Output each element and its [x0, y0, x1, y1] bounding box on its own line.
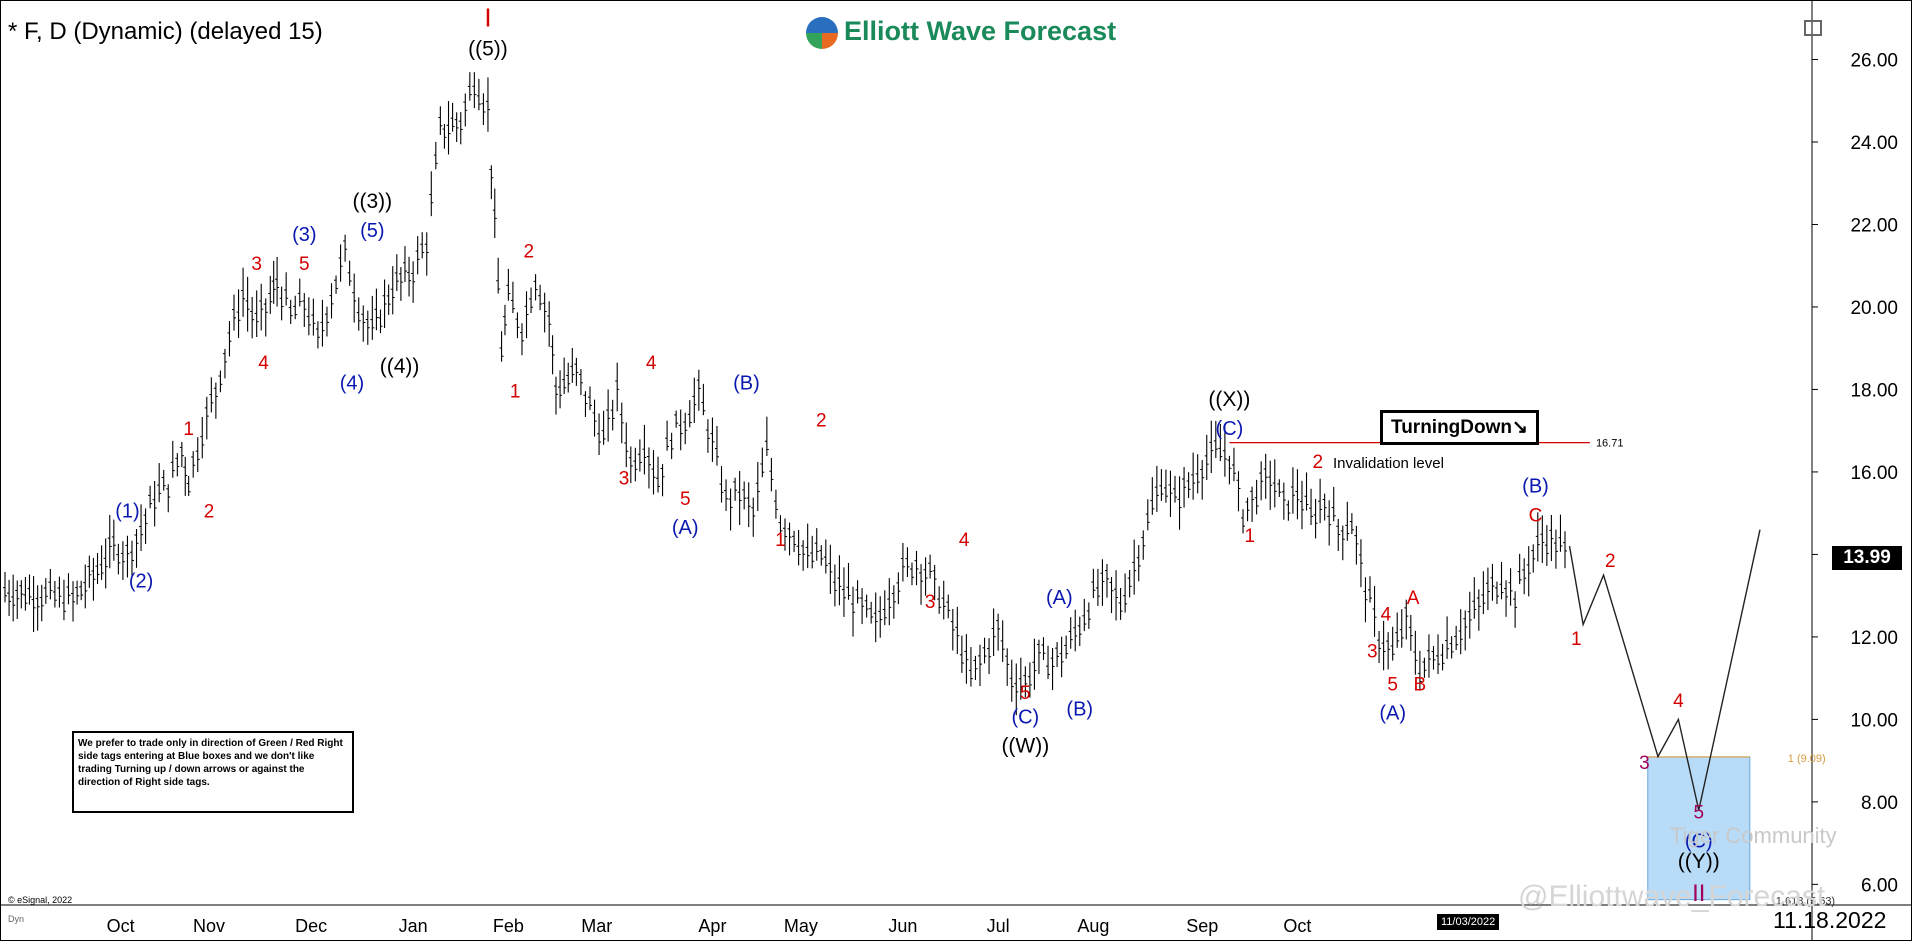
- x-tick-label: Mar: [581, 916, 612, 936]
- wave-label: ((5)): [468, 37, 508, 60]
- wave-label: 3: [1367, 642, 1378, 663]
- wave-label: A: [1407, 588, 1420, 609]
- wave-label: (4): [340, 372, 364, 394]
- wave-label: 3: [1639, 753, 1650, 774]
- turning-down-tag: TurningDown↘: [1380, 410, 1539, 445]
- wave-label: 1: [183, 419, 194, 440]
- wave-label: 1: [775, 530, 786, 551]
- wave-label: (A): [672, 517, 699, 539]
- y-tick-label: 6.00: [1861, 875, 1898, 896]
- x-tick-label: Jul: [987, 916, 1010, 936]
- y-tick-label: 12.00: [1850, 628, 1898, 649]
- wave-label: ((W)): [1001, 734, 1049, 757]
- wave-label: I: [484, 2, 491, 32]
- wave-label: (C): [1216, 418, 1244, 440]
- y-tick-label: 8.00: [1861, 793, 1898, 814]
- x-tick-label: Apr: [698, 916, 726, 936]
- wave-label: II: [1692, 880, 1705, 907]
- y-tick-label: 10.00: [1850, 710, 1898, 731]
- x-tick-label: Aug: [1077, 916, 1109, 936]
- wave-label: 4: [959, 530, 970, 551]
- x-tick-label: Feb: [493, 916, 524, 936]
- y-tick-label: 22.00: [1850, 215, 1898, 236]
- wave-label: 4: [646, 353, 657, 374]
- chart-date: 11.18.2022: [1773, 907, 1887, 933]
- brand-name: Elliott Wave Forecast: [844, 16, 1117, 46]
- wave-label: 5: [299, 254, 310, 275]
- x-tick-label: Jan: [399, 916, 428, 936]
- wave-label: (C): [1011, 707, 1039, 729]
- x-tick-label: Sep: [1186, 916, 1218, 936]
- x-tick-label: Jun: [888, 916, 917, 936]
- invalidation-level-label: 16.71: [1596, 438, 1624, 450]
- wave-label: 1: [1571, 629, 1582, 650]
- wave-label: 4: [258, 353, 269, 374]
- wave-label: ((Y)): [1678, 850, 1720, 873]
- x-tick-label: Dec: [295, 916, 327, 936]
- wave-label: 2: [1605, 551, 1616, 572]
- wave-label: 3: [925, 592, 936, 613]
- wave-label: 5: [1693, 802, 1704, 823]
- wave-label: (B): [1066, 698, 1093, 720]
- window-restore-icon[interactable]: [1804, 20, 1822, 36]
- watermark-handle: @Elliottwave_Forecast: [1518, 880, 1826, 913]
- y-tick-label: 18.00: [1850, 380, 1898, 401]
- wave-label: ((3)): [352, 190, 392, 213]
- wave-label: 5: [1020, 683, 1031, 704]
- cursor-date: 11/03/2022: [1437, 914, 1500, 930]
- wave-label: 5: [1387, 675, 1398, 696]
- wave-label: 3: [251, 254, 262, 275]
- wave-label: 4: [1673, 691, 1684, 712]
- x-tick-label: Oct: [107, 916, 135, 936]
- wave-label: (3): [292, 224, 316, 246]
- wave-label: ((4)): [380, 355, 420, 378]
- wave-label: ((X)): [1208, 388, 1250, 411]
- dyn-label: Dyn: [8, 914, 25, 924]
- wave-label: (B): [1522, 476, 1549, 498]
- wave-label: (A): [1046, 587, 1073, 609]
- wave-label: (1): [115, 500, 139, 522]
- y-tick-label: 26.00: [1850, 50, 1898, 71]
- y-tick-label: 20.00: [1850, 298, 1898, 319]
- wave-label: 1: [1245, 526, 1256, 547]
- wave-label: 4: [1381, 604, 1392, 625]
- wave-label: 1: [510, 382, 521, 403]
- copyright: © eSignal, 2022: [8, 895, 73, 905]
- wave-label: 2: [1313, 452, 1324, 473]
- watermark-tiger: Tiger Community: [1670, 823, 1837, 848]
- wave-label: 2: [204, 501, 215, 522]
- invalidation-label: Invalidation level: [1333, 455, 1444, 472]
- last-price-box: 13.99: [1832, 546, 1902, 570]
- y-tick-label: 16.00: [1850, 463, 1898, 484]
- symbol-label: * F, D (Dynamic) (delayed 15): [8, 18, 323, 45]
- wave-label: C: [1529, 505, 1543, 526]
- wave-label: 2: [816, 411, 827, 432]
- trading-note: We prefer to trade only in direction of …: [72, 731, 354, 813]
- wave-label: (5): [360, 220, 384, 242]
- fib-label-100: 1 (9.09): [1788, 753, 1826, 765]
- brand-icon: [806, 16, 838, 49]
- wave-label: (2): [129, 570, 153, 592]
- x-tick-label: Nov: [193, 916, 225, 936]
- wave-label: 3: [619, 468, 630, 489]
- blue-target-box: [1647, 756, 1751, 901]
- wave-label: B: [1414, 675, 1427, 696]
- wave-label: 2: [523, 241, 534, 262]
- x-tick-label: Oct: [1283, 916, 1311, 936]
- brand-logo: Elliott Wave Forecast: [806, 16, 1116, 49]
- wave-label: (C): [1685, 830, 1713, 852]
- x-tick-label: May: [784, 916, 818, 936]
- y-tick-label: 24.00: [1850, 133, 1898, 154]
- projection-path: [1568, 529, 1761, 811]
- wave-label: (A): [1379, 702, 1406, 724]
- wave-label: 5: [680, 489, 691, 510]
- wave-label: (B): [733, 372, 760, 394]
- fib-label-1618: 1.618 (5.63): [1776, 896, 1835, 908]
